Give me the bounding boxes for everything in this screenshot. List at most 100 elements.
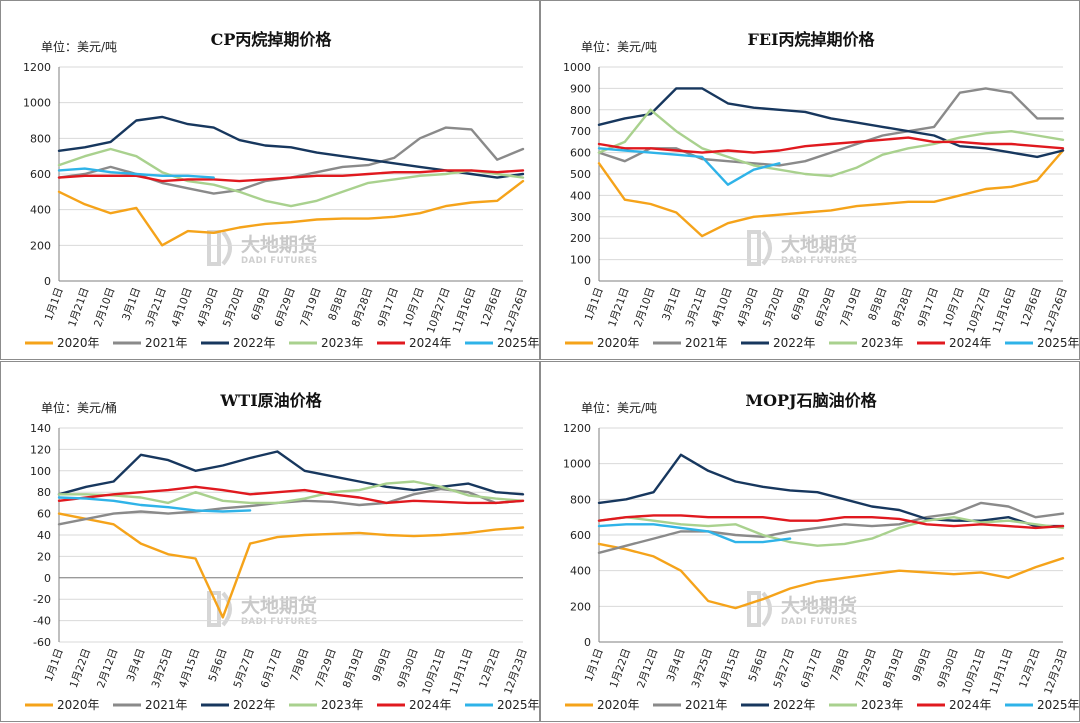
y-tick-label: 200 [30, 239, 51, 252]
x-tick-label: 7月29日 [313, 647, 338, 690]
chart-panel-wti-crude: WTI原油价格 单位：美元/桶 大地期货 DADI FUTURES -60 -40 -20 0… [0, 361, 540, 722]
x-tick-label: 5月20日 [221, 286, 246, 329]
y-tick-label: 800 [570, 493, 591, 506]
x-tick-label: 3月1日 [660, 286, 683, 322]
y-tick-label: 100 [570, 254, 591, 267]
y-tick-label: 20 [37, 550, 51, 563]
legend-label: 2024年 [409, 698, 452, 712]
x-tick-label: 12月2日 [1017, 647, 1042, 690]
x-tick-label: 7月8日 [828, 647, 851, 683]
x-tick-label: 2月10日 [92, 286, 117, 329]
watermark-sub: DADI FUTURES [781, 617, 858, 627]
legend-label: 2024年 [949, 698, 992, 712]
x-tick-label: 9月30日 [395, 647, 420, 690]
watermark-name: 大地期货 [781, 233, 857, 256]
legend-label: 2025年 [497, 698, 540, 712]
x-tick-label: 5月27日 [232, 647, 257, 690]
chart-title: FEI丙烷掉期价格 [747, 30, 875, 49]
x-tick-label: 11月11日 [448, 647, 476, 696]
chart-panel-mopj-naphtha: MOPJ石脑油价格 单位：美元/吨 大地期货 DADI FUTURES 0 200 400 6… [540, 361, 1080, 722]
legend-label: 2020年 [597, 698, 640, 712]
x-tick-label: 9月30日 [935, 647, 960, 690]
x-tick-label: 4月30日 [195, 286, 220, 329]
chart-title: WTI原油价格 [219, 391, 322, 410]
y-tick-label: -60 [33, 636, 51, 649]
y-tick-label: 600 [30, 168, 51, 181]
x-tick-label: 6月29日 [813, 286, 838, 329]
legend-label: 2023年 [321, 698, 364, 712]
x-tick-label: 10月21日 [960, 647, 988, 696]
series-line [59, 117, 523, 178]
y-tick-label: 1000 [563, 61, 591, 74]
y-tick-label: 300 [570, 211, 591, 224]
legend-label: 2021年 [685, 336, 728, 350]
x-tick-label: 9月9日 [910, 647, 933, 683]
y-tick-label: 0 [44, 572, 51, 585]
chart-title: CP丙烷掉期价格 [211, 30, 333, 49]
series-line [59, 128, 523, 194]
y-tick-label: 200 [570, 232, 591, 245]
x-tick-label: 3月25日 [150, 647, 175, 690]
x-tick-label: 12月23日 [1042, 647, 1070, 696]
series-line [599, 517, 1063, 546]
x-tick-label: 6月17日 [799, 647, 824, 690]
legend-label: 2025年 [497, 336, 540, 350]
x-tick-label: 6月9日 [249, 286, 272, 322]
x-tick-label: 7月8日 [288, 647, 311, 683]
legend-label: 2021年 [145, 698, 188, 712]
y-tick-label: 1000 [23, 97, 51, 110]
x-tick-label: 10月7日 [401, 286, 426, 329]
line-chart: CP丙烷掉期价格单位：美元/吨大地期货DADI FUTURES020040060… [1, 1, 541, 361]
x-tick-label: 1月21日 [66, 286, 91, 329]
legend-label: 2021年 [145, 336, 188, 350]
y-tick-label: 900 [570, 82, 591, 95]
x-tick-label: 9月17日 [376, 286, 401, 329]
legend-label: 2025年 [1037, 698, 1080, 712]
x-tick-label: 4月15日 [717, 647, 742, 690]
x-tick-label: 8月19日 [341, 647, 366, 690]
chart-panel-cp-propane: CP丙烷掉期价格 单位：美元/吨 大地期货 DADI FUTURES 0 200 400 60… [0, 0, 540, 360]
legend-label: 2020年 [597, 336, 640, 350]
y-tick-label: 200 [570, 600, 591, 613]
y-tick-label: 800 [30, 132, 51, 145]
x-tick-label: 12月6日 [1019, 286, 1044, 329]
watermark-sub: DADI FUTURES [781, 256, 858, 266]
legend-label: 2025年 [1037, 336, 1080, 350]
legend-label: 2022年 [773, 336, 816, 350]
legend: 2020年 2021年 2022年 2023年 2024年 2025年 [25, 698, 540, 712]
y-tick-label: 400 [30, 204, 51, 217]
x-tick-label: 4月10日 [169, 286, 194, 329]
watermark-sub: DADI FUTURES [241, 617, 318, 627]
x-tick-label: 2月10日 [632, 286, 657, 329]
legend-label: 2022年 [233, 336, 276, 350]
legend-label: 2024年 [409, 336, 452, 350]
x-tick-label: 12月2日 [477, 647, 502, 690]
y-tick-label: 500 [570, 168, 591, 181]
x-tick-label: 10月21日 [420, 647, 448, 696]
legend: 2020年 2021年 2022年 2023年 2024年 2025年 [25, 336, 540, 350]
x-tick-label: 10月7日 [941, 286, 966, 329]
y-tick-label: 1200 [563, 422, 591, 435]
series-line [599, 151, 1063, 237]
x-tick-label: 7月29日 [853, 647, 878, 690]
x-tick-label: 8月28日 [890, 286, 915, 329]
y-tick-label: 1000 [563, 458, 591, 471]
x-tick-label: 12月6日 [479, 286, 504, 329]
y-tick-label: 0 [584, 636, 591, 649]
x-tick-label: 3月25日 [690, 647, 715, 690]
x-tick-label: 10月27日 [965, 286, 993, 335]
x-tick-label: 3月21日 [684, 286, 709, 329]
x-tick-label: 2月12日 [635, 647, 660, 690]
legend-label: 2022年 [233, 698, 276, 712]
x-tick-label: 6月29日 [273, 286, 298, 329]
y-tick-label: 80 [37, 486, 51, 499]
x-tick-label: 6月17日 [259, 647, 284, 690]
unit-label: 单位：美元/吨 [581, 39, 657, 54]
unit-label: 单位：美元/吨 [581, 400, 657, 415]
dadi-logo-icon [209, 232, 230, 264]
x-tick-label: 8月28日 [350, 286, 375, 329]
x-tick-label: 4月10日 [709, 286, 734, 329]
x-tick-label: 1月22日 [608, 647, 633, 690]
x-tick-label: 1月1日 [43, 647, 66, 683]
